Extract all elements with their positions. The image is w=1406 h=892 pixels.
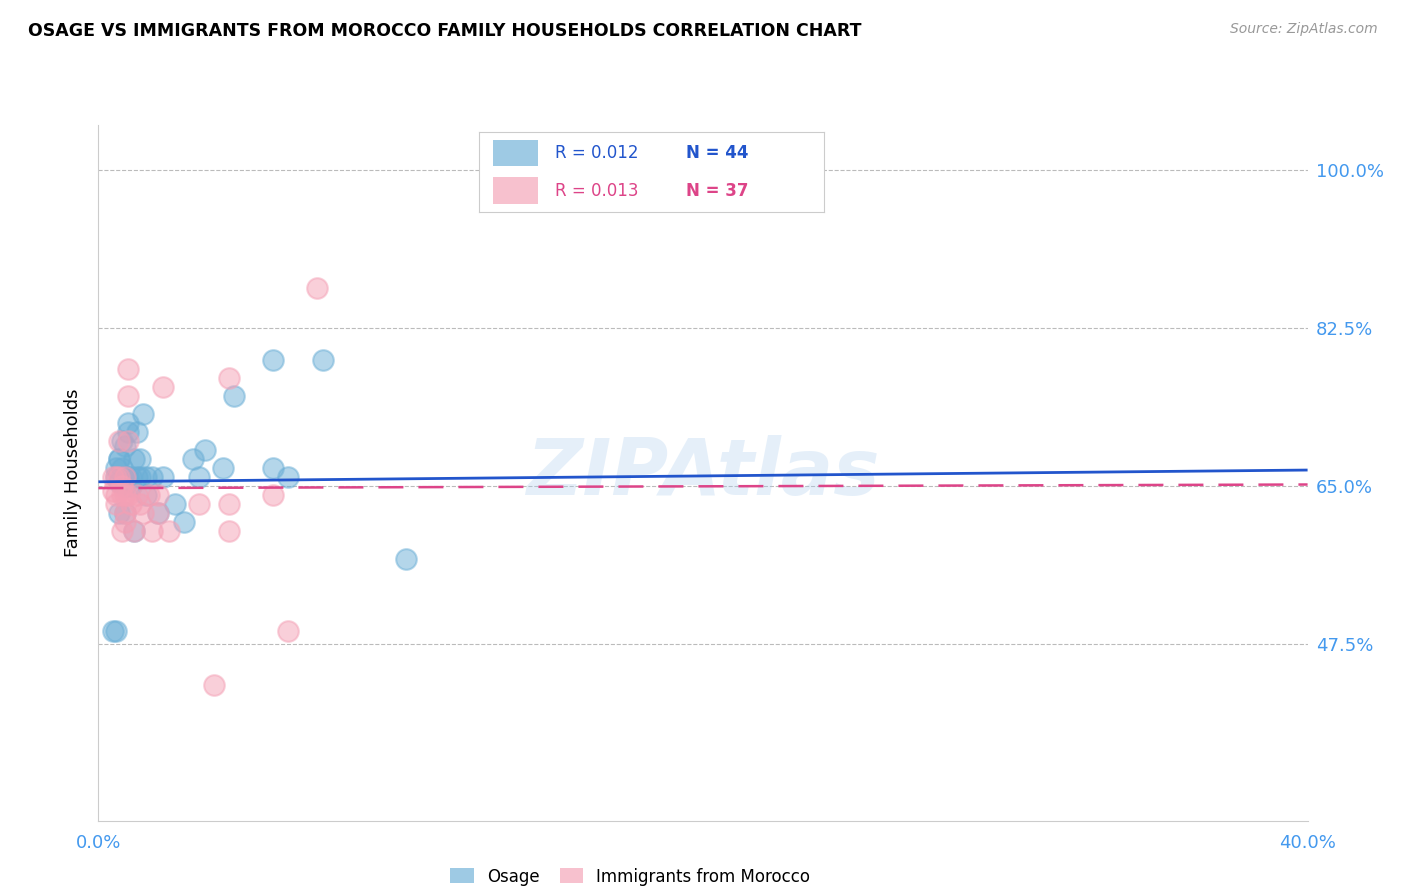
- Point: [105, 470, 128, 484]
- Point: [114, 479, 136, 493]
- Point: [125, 425, 148, 439]
- Point: [132, 407, 155, 421]
- Legend: Osage, Immigrants from Morocco: Osage, Immigrants from Morocco: [444, 861, 817, 892]
- Point: [120, 479, 142, 493]
- Point: [105, 461, 128, 475]
- Point: [117, 362, 139, 376]
- Point: [111, 524, 134, 539]
- Y-axis label: Family Households: Family Households: [65, 389, 83, 557]
- Point: [141, 470, 163, 484]
- Text: 0.0%: 0.0%: [76, 834, 121, 852]
- Point: [181, 452, 204, 467]
- Point: [141, 524, 163, 539]
- Point: [117, 416, 139, 430]
- Point: [135, 470, 157, 484]
- Point: [218, 497, 240, 511]
- Point: [108, 452, 131, 467]
- Point: [108, 507, 131, 521]
- Point: [173, 516, 195, 530]
- Point: [122, 452, 145, 467]
- Point: [277, 470, 299, 484]
- Text: 40.0%: 40.0%: [1279, 834, 1336, 852]
- Point: [218, 371, 240, 385]
- Point: [125, 470, 148, 484]
- Point: [218, 524, 240, 539]
- Point: [312, 352, 335, 367]
- Point: [103, 483, 125, 498]
- Point: [105, 470, 128, 484]
- Point: [262, 461, 284, 475]
- Point: [114, 507, 136, 521]
- Point: [111, 488, 134, 502]
- Point: [125, 488, 148, 502]
- Point: [120, 470, 142, 484]
- Point: [395, 551, 418, 566]
- Point: [111, 434, 134, 449]
- Point: [262, 352, 284, 367]
- Point: [105, 497, 128, 511]
- Point: [111, 461, 134, 475]
- Point: [146, 507, 169, 521]
- Point: [187, 497, 209, 511]
- Point: [114, 516, 136, 530]
- Point: [146, 488, 169, 502]
- Point: [165, 497, 187, 511]
- Point: [114, 507, 136, 521]
- Point: [128, 470, 150, 484]
- Point: [146, 507, 169, 521]
- Text: OSAGE VS IMMIGRANTS FROM MOROCCO FAMILY HOUSEHOLDS CORRELATION CHART: OSAGE VS IMMIGRANTS FROM MOROCCO FAMILY …: [28, 22, 862, 40]
- Point: [122, 524, 145, 539]
- Point: [157, 524, 180, 539]
- Point: [105, 488, 128, 502]
- Point: [103, 624, 125, 638]
- Point: [128, 452, 150, 467]
- Point: [114, 470, 136, 484]
- Point: [114, 470, 136, 484]
- Point: [138, 488, 160, 502]
- Point: [103, 470, 125, 484]
- Point: [114, 439, 136, 453]
- Point: [114, 470, 136, 484]
- Point: [122, 524, 145, 539]
- Point: [108, 452, 131, 467]
- Point: [117, 434, 139, 449]
- Point: [132, 507, 155, 521]
- Point: [117, 488, 139, 502]
- Point: [224, 389, 246, 403]
- Point: [277, 624, 299, 638]
- Text: Source: ZipAtlas.com: Source: ZipAtlas.com: [1230, 22, 1378, 37]
- Point: [202, 678, 225, 692]
- Point: [117, 425, 139, 439]
- Point: [211, 461, 233, 475]
- Point: [108, 434, 131, 449]
- Point: [120, 497, 142, 511]
- Point: [117, 470, 139, 484]
- Point: [128, 497, 150, 511]
- Point: [114, 488, 136, 502]
- Point: [187, 470, 209, 484]
- Text: ZIPAtlas: ZIPAtlas: [526, 434, 880, 511]
- Point: [135, 488, 157, 502]
- Point: [262, 488, 284, 502]
- Point: [307, 280, 329, 294]
- Point: [152, 470, 174, 484]
- Point: [108, 475, 131, 489]
- Point: [117, 389, 139, 403]
- Point: [111, 479, 134, 493]
- Point: [108, 470, 131, 484]
- Point: [152, 380, 174, 394]
- Point: [194, 443, 217, 458]
- Point: [105, 624, 128, 638]
